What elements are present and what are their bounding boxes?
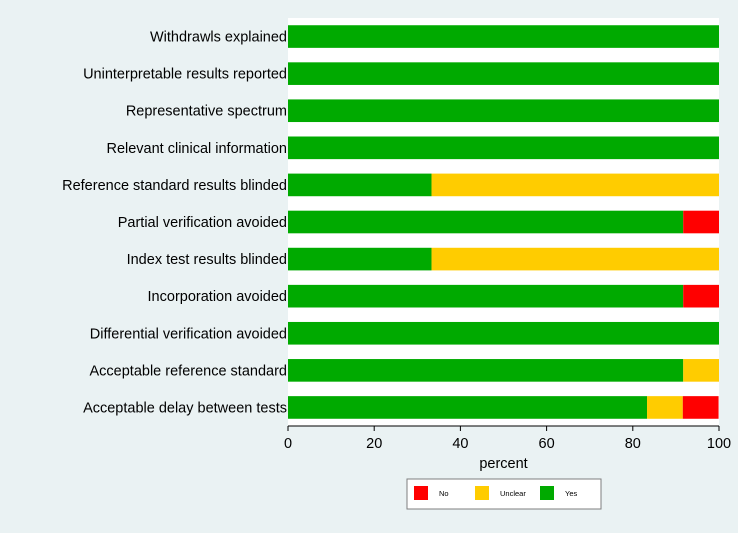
category-label: Index test results blinded xyxy=(127,252,287,268)
category-label: Uninterpretable results reported xyxy=(83,67,287,83)
x-tick-label: 20 xyxy=(366,436,382,452)
bar-yes-index-test-results-blinded xyxy=(288,247,432,271)
bar-yes-withdrawls-explained xyxy=(288,25,719,48)
bars-group xyxy=(288,25,719,419)
bar-no-partial-verification-avoided xyxy=(683,210,719,234)
bar-unclear-acceptable-delay-between-tests xyxy=(647,396,683,419)
bar-yes-relevant-clinical-information xyxy=(288,136,719,160)
x-tick-label: 60 xyxy=(539,436,555,452)
category-label: Differential verification avoided xyxy=(90,326,287,342)
bar-yes-uninterpretable-results-reported xyxy=(288,62,719,85)
legend-swatch-unclear xyxy=(475,486,489,500)
legend-swatch-no xyxy=(414,486,428,500)
x-axis-title: percent xyxy=(479,456,527,472)
legend: No Unclear Yes xyxy=(406,478,602,510)
x-axis-ticks: 0 20 40 60 80 100 xyxy=(284,426,731,452)
bar-yes-acceptable-reference-standard xyxy=(288,359,684,382)
category-label: Acceptable reference standard xyxy=(90,363,288,379)
bar-no-acceptable-delay-between-tests xyxy=(682,396,719,419)
x-tick-label: 0 xyxy=(284,436,292,452)
bar-unclear-reference-standard-results-blinded xyxy=(431,173,719,197)
category-label: Acceptable delay between tests xyxy=(83,400,287,416)
legend-label-no: No xyxy=(439,489,449,498)
category-label: Withdrawls explained xyxy=(150,30,287,46)
bar-yes-acceptable-delay-between-tests xyxy=(288,396,648,419)
bar-no-incorporation-avoided xyxy=(683,284,719,308)
bar-yes-differential-verification-avoided xyxy=(288,321,719,345)
bar-yes-partial-verification-avoided xyxy=(288,210,684,234)
category-labels: Withdrawls explained Uninterpretable resu… xyxy=(62,30,287,417)
bar-yes-reference-standard-results-blinded xyxy=(288,173,432,197)
category-label: Relevant clinical information xyxy=(106,141,287,157)
legend-label-yes: Yes xyxy=(565,489,577,498)
category-label: Reference standard results blinded xyxy=(62,178,287,194)
legend-box xyxy=(406,478,602,510)
x-tick-label: 100 xyxy=(707,436,731,452)
bar-unclear-index-test-results-blinded xyxy=(431,247,719,271)
legend-swatch-yes xyxy=(540,486,554,500)
bar-unclear-acceptable-reference-standard xyxy=(683,359,719,382)
legend-label-unclear: Unclear xyxy=(500,489,526,498)
category-label: Partial verification avoided xyxy=(118,215,287,231)
bar-yes-incorporation-avoided xyxy=(288,284,684,308)
bar-yes-representative-spectrum xyxy=(288,99,719,123)
x-tick-label: 80 xyxy=(625,436,641,452)
x-tick-label: 40 xyxy=(452,436,468,452)
category-label: Incorporation avoided xyxy=(148,289,287,305)
category-label: Representative spectrum xyxy=(126,104,287,120)
